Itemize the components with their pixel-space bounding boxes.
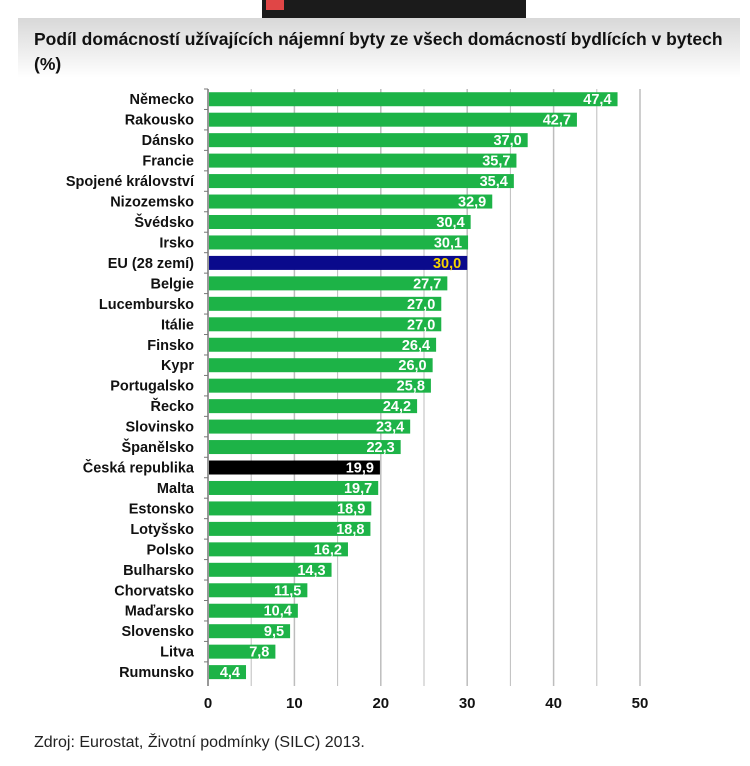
data-label: 19,9 bbox=[346, 461, 374, 477]
bar bbox=[209, 112, 577, 127]
bar bbox=[209, 378, 431, 393]
data-label: 27,0 bbox=[407, 297, 435, 313]
bar bbox=[209, 644, 276, 659]
category-label: Slovensko bbox=[121, 624, 194, 640]
data-label: 14,3 bbox=[297, 563, 325, 579]
data-label: 24,2 bbox=[383, 399, 411, 415]
data-label: 9,5 bbox=[264, 624, 284, 640]
category-label: Švédsko bbox=[134, 213, 194, 231]
data-label: 4,4 bbox=[220, 665, 240, 681]
category-label: Chorvatsko bbox=[114, 583, 194, 599]
bar bbox=[209, 521, 371, 536]
bar bbox=[209, 542, 348, 557]
category-label: Itálie bbox=[161, 317, 194, 333]
category-label: Rumunsko bbox=[119, 665, 194, 681]
data-label: 30,0 bbox=[433, 256, 461, 272]
category-label: Finsko bbox=[147, 338, 194, 354]
bar bbox=[209, 153, 517, 168]
bar bbox=[209, 214, 471, 229]
bar bbox=[209, 665, 247, 680]
category-label: EU (28 zemí) bbox=[108, 256, 194, 272]
category-label: Slovinsko bbox=[126, 420, 195, 436]
category-label: Německo bbox=[130, 92, 195, 108]
x-tick-label: 20 bbox=[372, 695, 389, 712]
category-label: Kypr bbox=[161, 358, 194, 374]
data-label: 26,4 bbox=[402, 338, 430, 354]
category-label: Portugalsko bbox=[110, 379, 194, 395]
data-label: 42,7 bbox=[543, 113, 571, 129]
category-label: Malta bbox=[157, 481, 195, 497]
data-label: 25,8 bbox=[397, 379, 425, 395]
bar bbox=[209, 460, 380, 475]
category-label: Spojené království bbox=[66, 174, 195, 190]
bar bbox=[209, 399, 418, 414]
bar bbox=[209, 255, 468, 270]
category-label: Dánsko bbox=[142, 133, 195, 149]
category-label: Česká republika bbox=[83, 459, 195, 477]
x-tick-label: 30 bbox=[459, 695, 476, 712]
bar bbox=[209, 419, 411, 434]
bar bbox=[209, 583, 308, 598]
data-label: 19,7 bbox=[344, 481, 372, 497]
data-label: 47,4 bbox=[583, 92, 611, 108]
data-label: 10,4 bbox=[264, 604, 292, 620]
data-label: 18,8 bbox=[336, 522, 364, 538]
bar bbox=[209, 562, 332, 577]
category-label: Nizozemsko bbox=[110, 195, 194, 211]
bar bbox=[209, 480, 379, 495]
category-label: Irsko bbox=[159, 235, 194, 251]
category-label: Polsko bbox=[146, 542, 194, 558]
overlay-icon bbox=[266, 0, 284, 10]
bar bbox=[209, 501, 372, 516]
source-note: Zdroj: Eurostat, Životní podmínky (SILC)… bbox=[34, 734, 365, 751]
bar bbox=[209, 235, 469, 250]
data-label: 22,3 bbox=[366, 440, 394, 456]
chart-title: Podíl domácností užívajících nájemní byt… bbox=[34, 29, 723, 74]
bar bbox=[209, 296, 442, 311]
category-label: Řecko bbox=[150, 397, 194, 415]
data-label: 30,4 bbox=[436, 215, 464, 231]
category-label: Rakousko bbox=[125, 113, 194, 129]
category-label: Lotyšsko bbox=[130, 522, 194, 538]
data-label: 16,2 bbox=[314, 542, 342, 558]
category-label: Estonsko bbox=[129, 501, 194, 517]
bar bbox=[209, 133, 528, 148]
x-tick-label: 10 bbox=[286, 695, 303, 712]
data-label: 26,0 bbox=[398, 358, 426, 374]
title-background bbox=[18, 18, 740, 78]
data-label: 35,4 bbox=[480, 174, 508, 190]
category-label: Španělsko bbox=[121, 438, 194, 456]
data-label: 35,7 bbox=[482, 154, 510, 170]
data-label: 18,9 bbox=[337, 501, 365, 517]
bar bbox=[209, 337, 437, 352]
category-label: Lucembursko bbox=[99, 297, 194, 313]
category-label: Bulharsko bbox=[123, 563, 194, 579]
data-label: 23,4 bbox=[376, 420, 404, 436]
bar bbox=[209, 317, 442, 332]
bar bbox=[209, 92, 618, 107]
x-tick-label: 40 bbox=[545, 695, 562, 712]
data-label: 27,0 bbox=[407, 317, 435, 333]
category-label: Litva bbox=[160, 645, 195, 661]
data-label: 7,8 bbox=[249, 645, 269, 661]
bar bbox=[209, 358, 433, 373]
bar bbox=[209, 603, 298, 618]
data-label: 37,0 bbox=[493, 133, 521, 149]
x-tick-label: 50 bbox=[632, 695, 649, 712]
bar bbox=[209, 624, 291, 639]
data-label: 27,7 bbox=[413, 276, 441, 292]
bar bbox=[209, 276, 448, 291]
category-label: Maďarsko bbox=[125, 604, 194, 620]
data-label: 30,1 bbox=[434, 235, 462, 251]
category-label: Belgie bbox=[150, 276, 194, 292]
data-label: 32,9 bbox=[458, 195, 486, 211]
bar bbox=[209, 174, 514, 189]
bar bbox=[209, 440, 401, 455]
bar bbox=[209, 194, 493, 209]
category-label: Francie bbox=[142, 154, 194, 170]
x-tick-label: 0 bbox=[204, 695, 212, 712]
data-label: 11,5 bbox=[274, 583, 301, 599]
